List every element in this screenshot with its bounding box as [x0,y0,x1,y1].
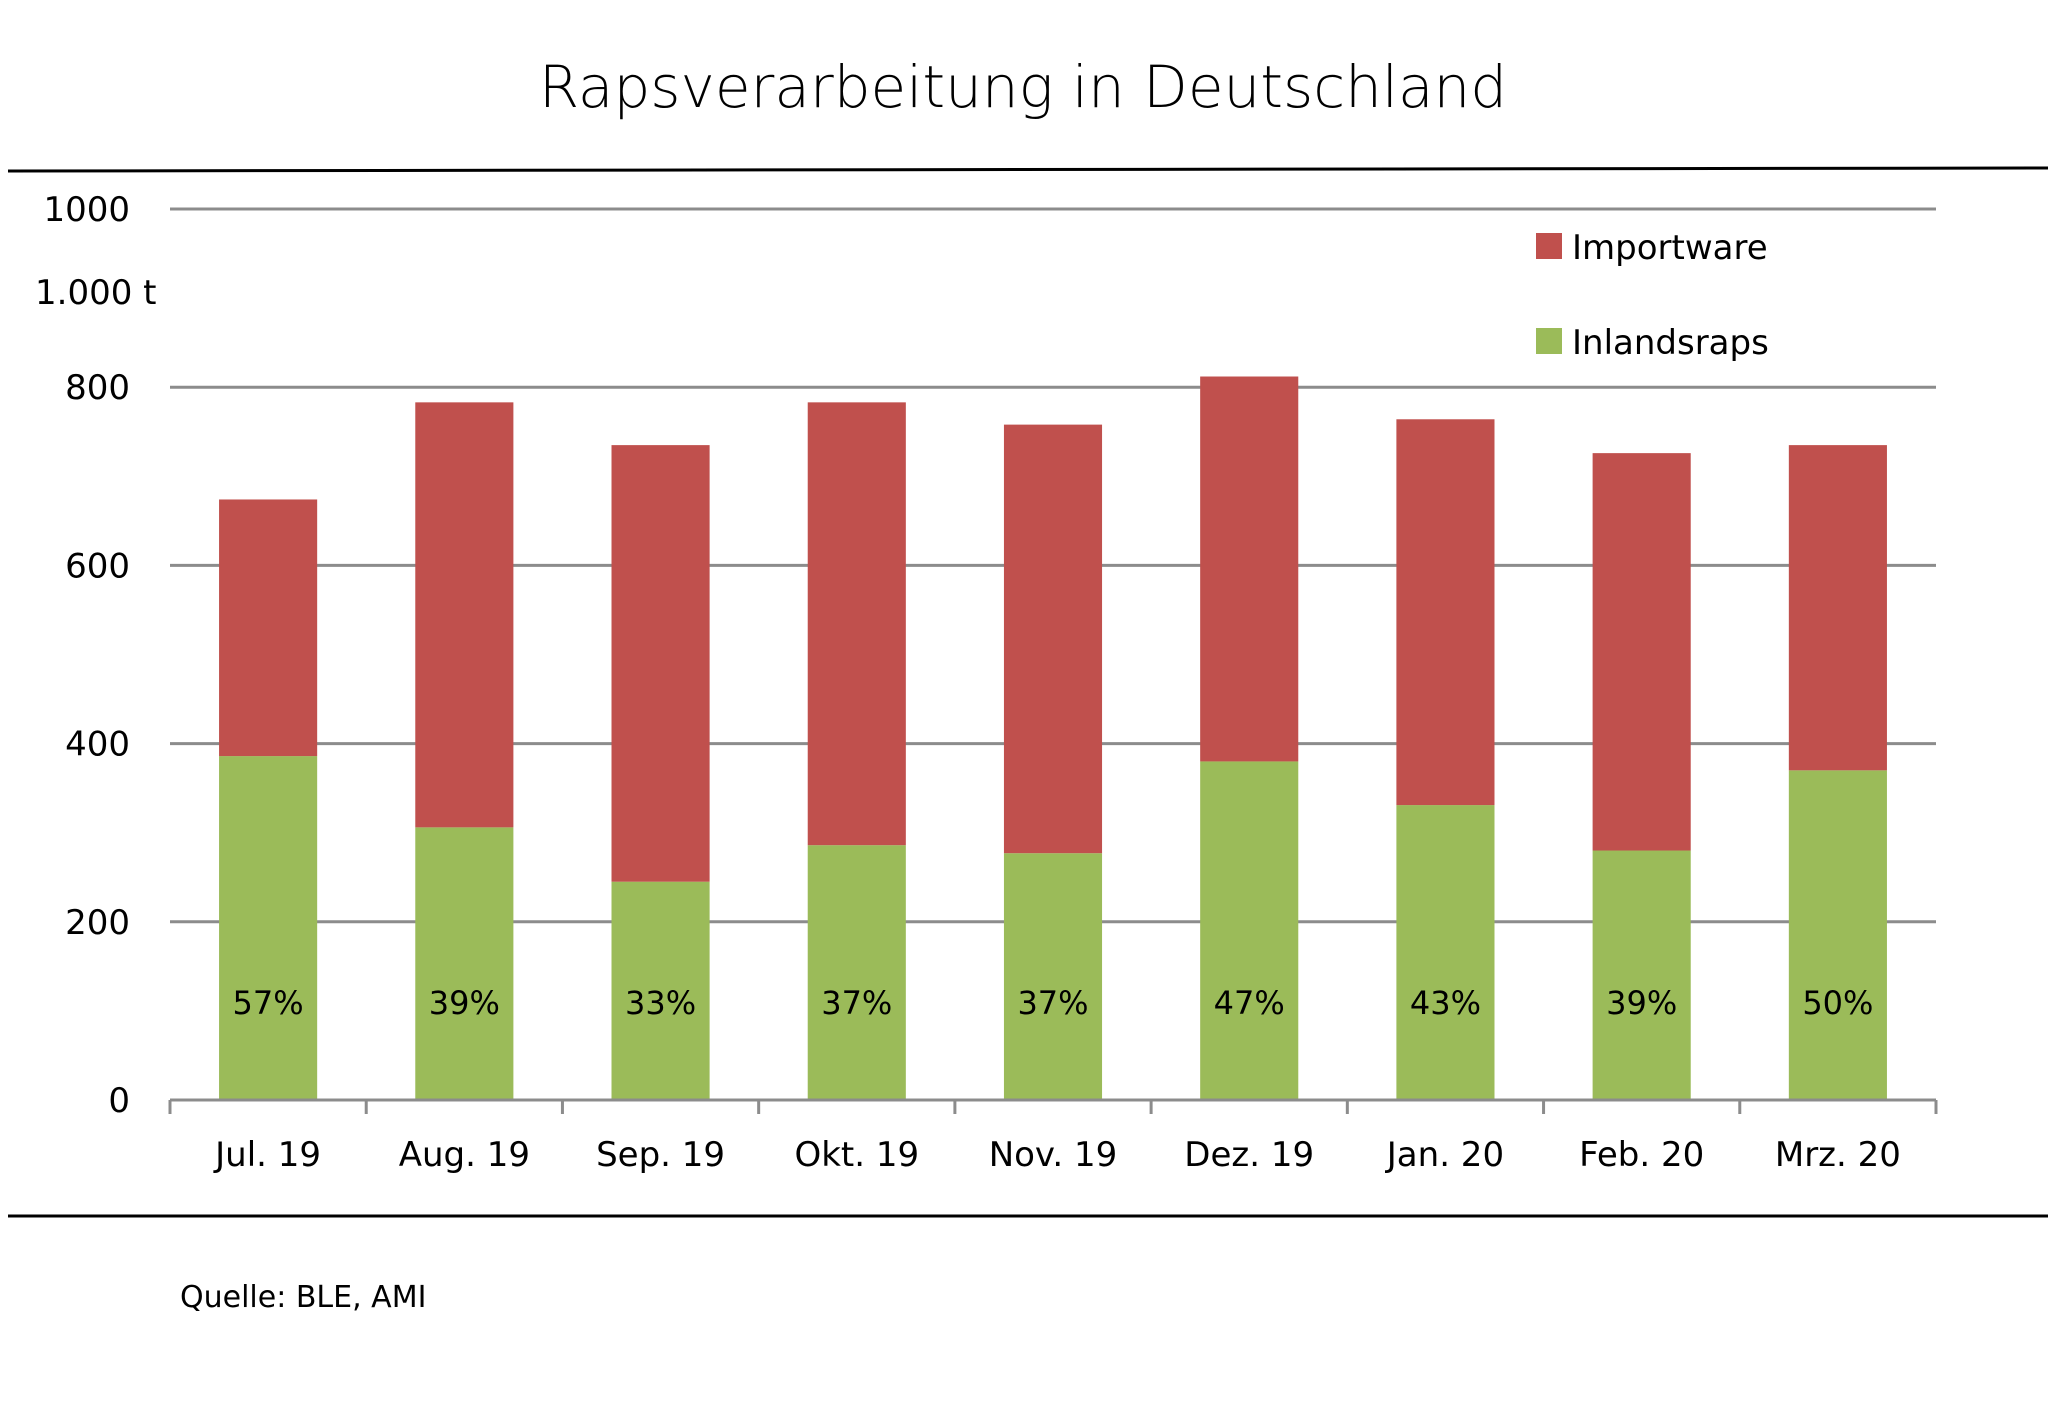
data-label: 39% [1606,984,1677,1022]
bar-importware [611,445,710,882]
bar-importware [1003,424,1103,854]
x-tick-label: Jan. 20 [1385,1135,1504,1175]
legend-label: Importware [1572,228,1768,268]
bar-importware [415,402,514,828]
bar-inlandsraps [807,845,906,1100]
y-tick-label: 800 [65,368,130,408]
legend-label: Inlandsraps [1572,323,1769,363]
chart-title: Rapsverarbeitung in Deutschland [539,53,1507,121]
data-label: 33% [625,984,696,1022]
bar-inlandsraps [1788,770,1887,1100]
data-label: 50% [1802,984,1873,1022]
data-label: 37% [1017,984,1088,1022]
y-tick-label: 200 [65,903,130,943]
y-tick-label: 400 [65,725,130,765]
bar-importware [1788,445,1887,771]
y-tick-label: 600 [65,546,130,586]
bar-importware [807,402,906,846]
y-tick-label: 0 [108,1081,130,1121]
source-note: Quelle: BLE, AMI [180,1280,426,1315]
x-tick-label: Okt. 19 [794,1135,919,1175]
bar-inlandsraps [1396,805,1495,1100]
bar-importware [1592,453,1691,851]
bar-inlandsraps [415,827,514,1100]
bar-inlandsraps [219,756,318,1100]
data-label: 43% [1410,984,1481,1022]
bar-inlandsraps [611,881,710,1100]
legend-swatch [1536,328,1562,354]
x-tick-label: Aug. 19 [399,1135,530,1175]
data-label: 37% [821,984,892,1022]
bar-inlandsraps [1200,761,1299,1100]
x-tick-label: Jul. 19 [213,1135,321,1175]
bar-importware [219,499,318,757]
bar-inlandsraps [1592,850,1691,1100]
bar-importware [1200,376,1299,762]
x-tick-label: Mrz. 20 [1775,1135,1901,1175]
data-label: 47% [1214,984,1285,1022]
x-tick-label: Feb. 20 [1579,1135,1704,1175]
x-tick-label: Dez. 19 [1184,1135,1314,1175]
top-rule [7,166,2048,173]
y-axis-unit-label: 1.000 t [35,273,156,313]
data-label: 57% [233,984,304,1022]
bar-importware [1396,419,1495,806]
data-label: 39% [429,984,500,1022]
legend-swatch [1536,233,1562,259]
x-tick-label: Nov. 19 [989,1135,1118,1175]
y-tick-label: 1000 [43,190,130,230]
x-tick-label: Sep. 19 [596,1135,725,1175]
bar-inlandsraps [1003,853,1103,1100]
